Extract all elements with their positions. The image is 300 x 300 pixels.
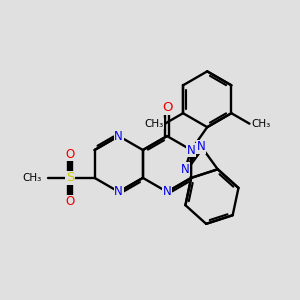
Text: CH₃: CH₃ bbox=[144, 119, 164, 129]
Text: S: S bbox=[66, 171, 74, 184]
Text: CH₃: CH₃ bbox=[22, 173, 41, 183]
Text: O: O bbox=[65, 148, 75, 161]
Text: N: N bbox=[181, 163, 189, 176]
Text: N: N bbox=[197, 140, 206, 153]
Text: N: N bbox=[114, 185, 123, 198]
Text: N: N bbox=[114, 130, 123, 142]
Text: O: O bbox=[65, 195, 75, 208]
Text: N: N bbox=[163, 185, 171, 198]
Text: N: N bbox=[187, 143, 196, 157]
Text: O: O bbox=[162, 101, 172, 114]
Text: CH₃: CH₃ bbox=[251, 119, 270, 129]
